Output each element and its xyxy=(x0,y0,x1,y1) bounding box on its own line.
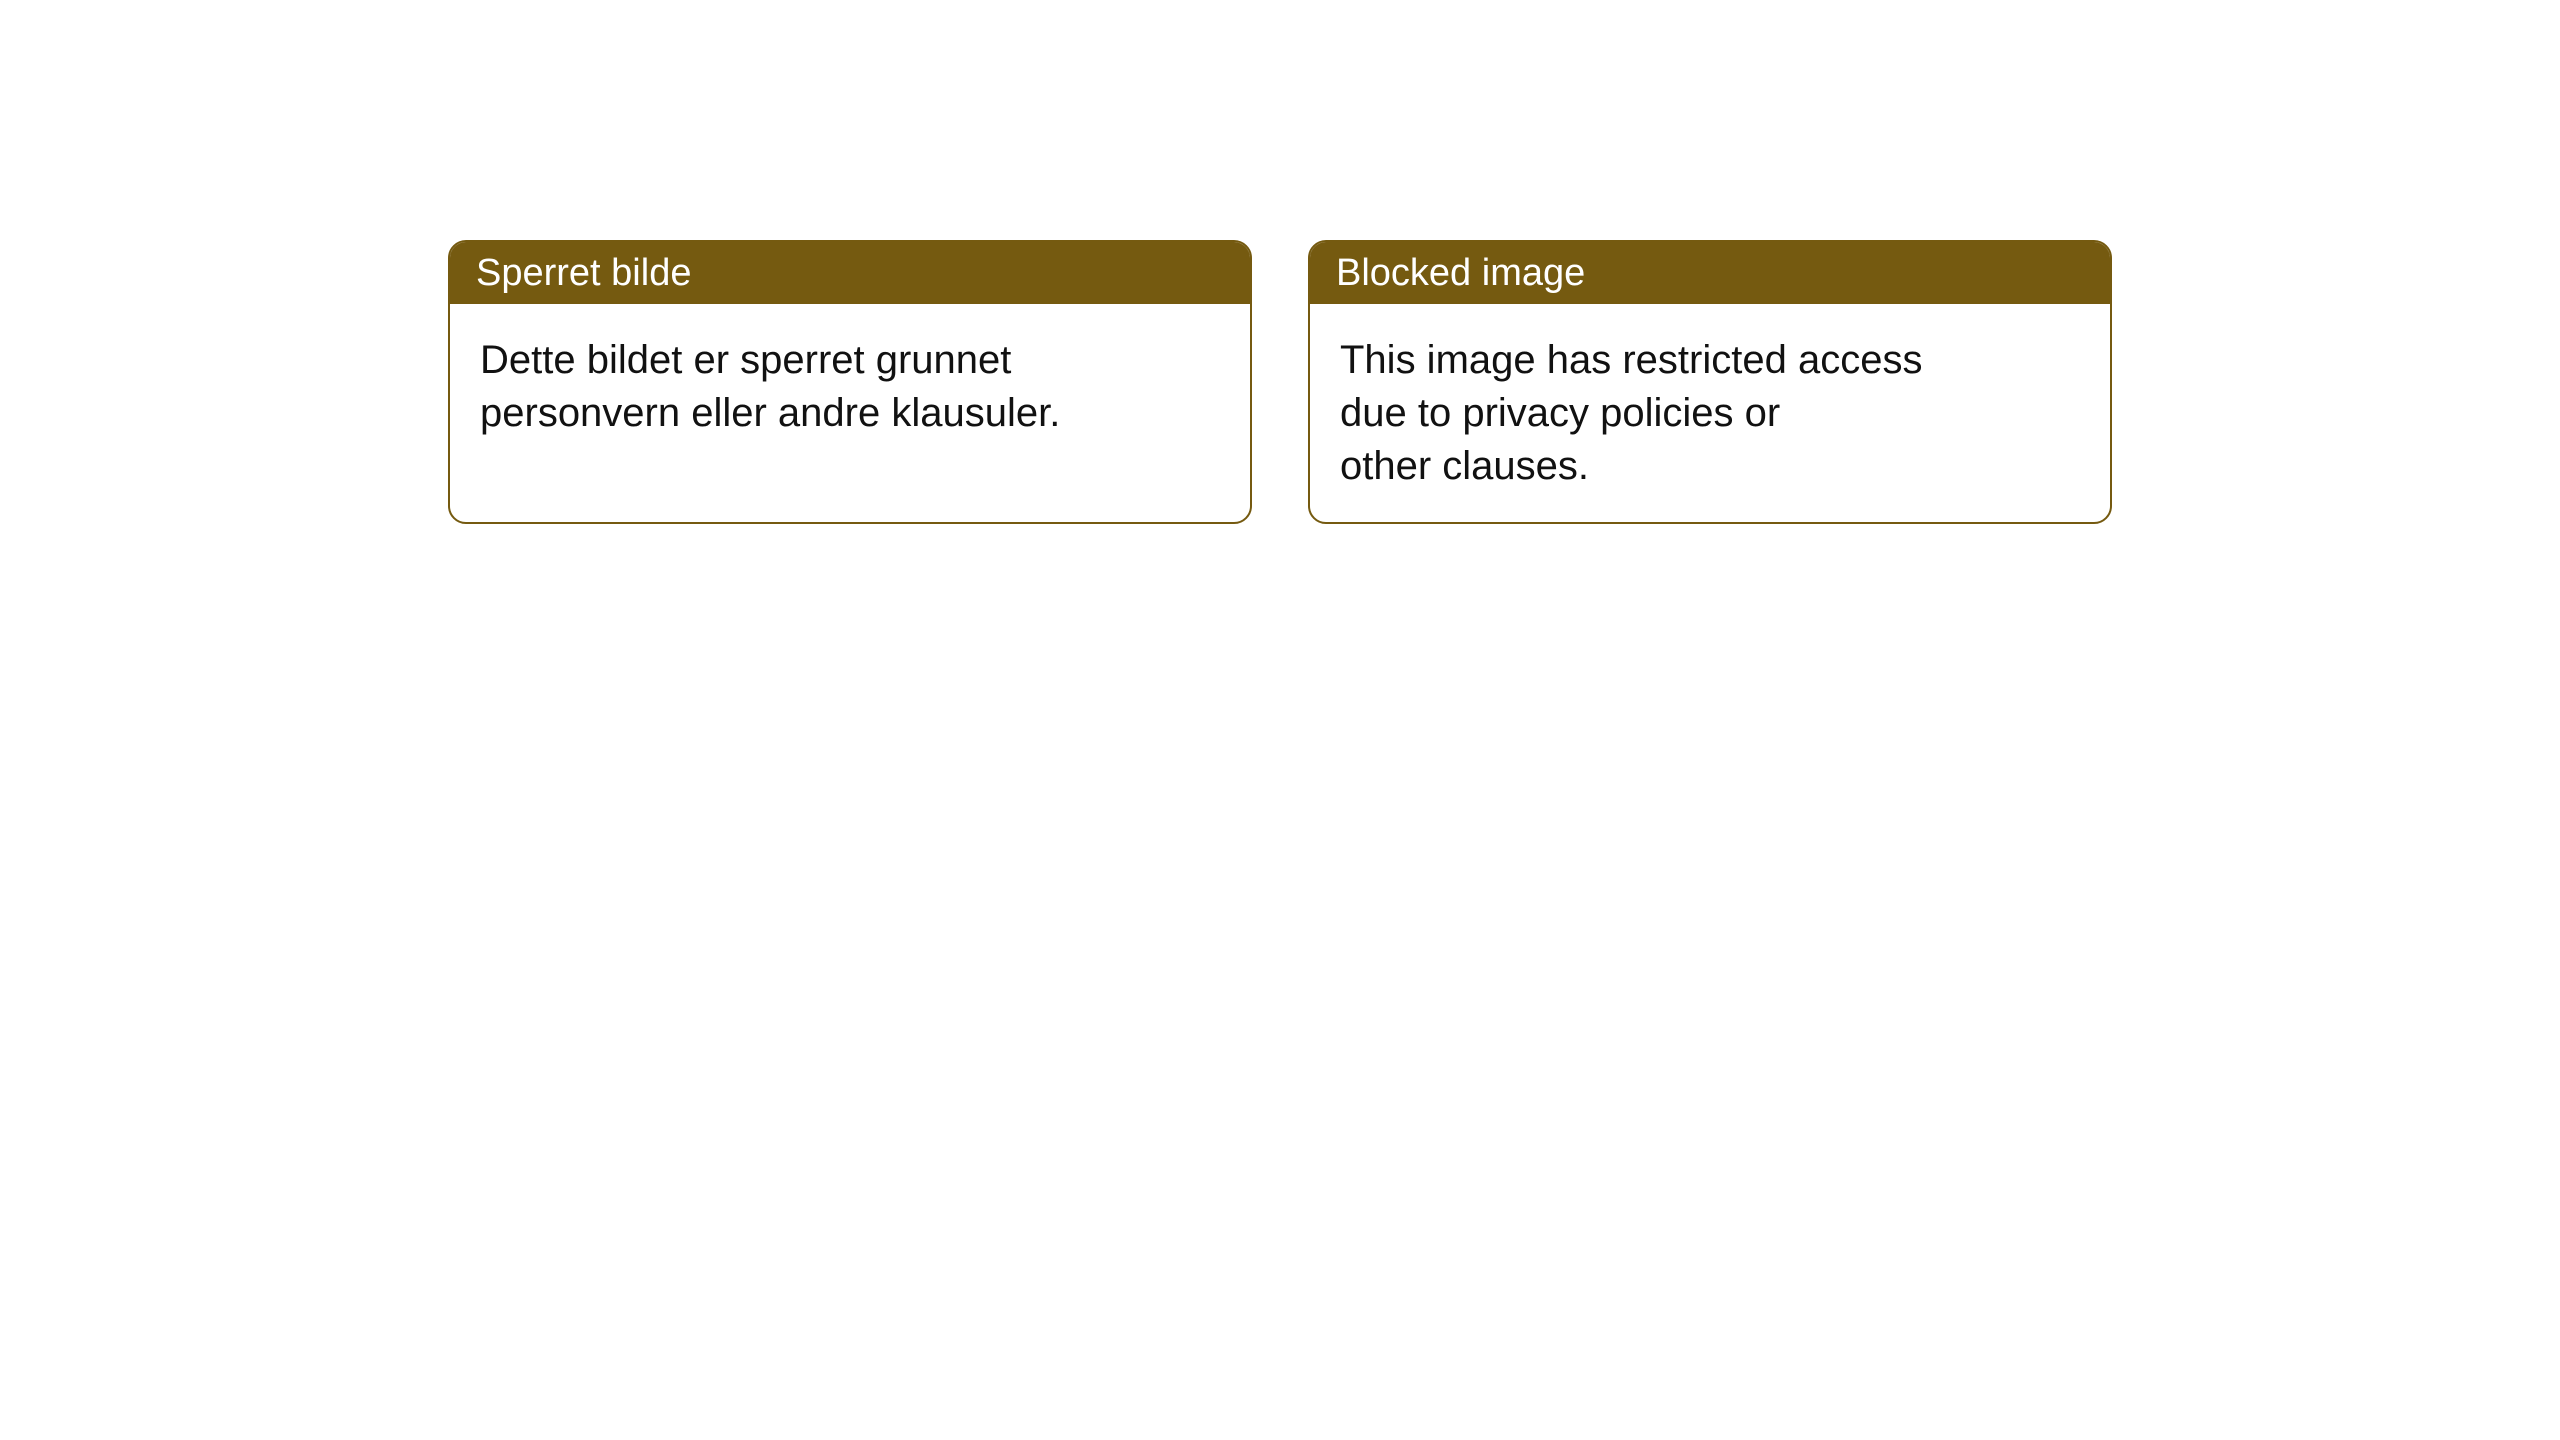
notice-card-body-en: This image has restricted access due to … xyxy=(1310,304,2110,522)
notice-card-title-en: Blocked image xyxy=(1310,242,2110,304)
notice-cards-row: Sperret bilde Dette bildet er sperret gr… xyxy=(0,0,2560,524)
notice-card-title-no: Sperret bilde xyxy=(450,242,1250,304)
notice-card-body-no: Dette bildet er sperret grunnet personve… xyxy=(450,304,1250,514)
notice-card-no: Sperret bilde Dette bildet er sperret gr… xyxy=(448,240,1252,524)
notice-card-en: Blocked image This image has restricted … xyxy=(1308,240,2112,524)
